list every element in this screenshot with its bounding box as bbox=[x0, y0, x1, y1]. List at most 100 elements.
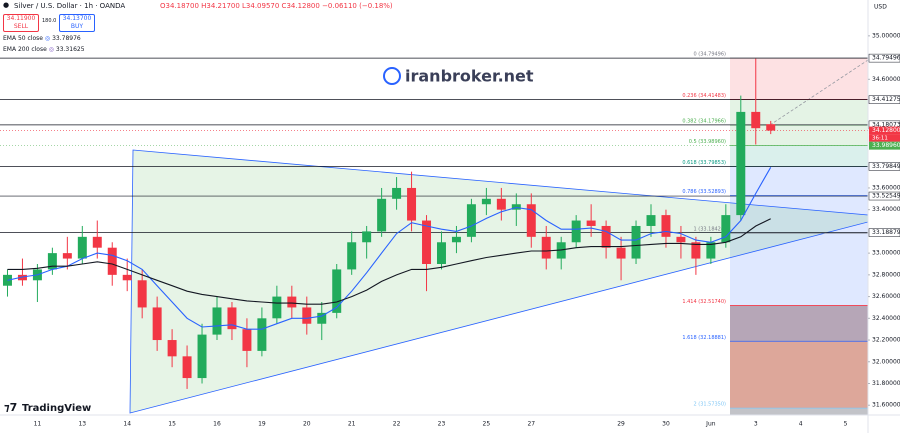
price-tag-label: 33.18879 bbox=[872, 229, 900, 236]
axes: 34.79496 34.41275 34.18073 33.79849 33.52549… bbox=[34, 32, 900, 428]
y-tick-label: 32.20000 bbox=[872, 337, 900, 344]
y-tick-label: 33.40000 bbox=[872, 206, 900, 213]
candle-body bbox=[407, 187, 417, 221]
legend-name: EMA 50 close bbox=[3, 35, 43, 42]
candle-body bbox=[601, 225, 611, 248]
candle-body bbox=[541, 236, 551, 259]
candle-body bbox=[47, 253, 57, 270]
candle-body bbox=[347, 242, 357, 270]
x-tick-label: 16 bbox=[213, 421, 221, 428]
price-tag bbox=[868, 162, 900, 171]
spread: 180.0 bbox=[42, 18, 57, 24]
ema200-legend: EMA 200 close ◎ 33.31625 bbox=[3, 46, 85, 53]
candle-body bbox=[227, 307, 237, 330]
x-tick-label: 3 bbox=[754, 421, 758, 428]
fib-zone bbox=[730, 99, 868, 125]
candle-body bbox=[766, 124, 776, 131]
y-tick-label: 35.00000 bbox=[872, 32, 900, 39]
x-tick-label: 4 bbox=[799, 421, 803, 428]
fib-label: 1.618 (32.18881) bbox=[682, 335, 726, 341]
legend-name: EMA 200 close bbox=[3, 46, 47, 53]
price-tag-label: 33.79849 bbox=[872, 163, 900, 170]
fib-zone bbox=[730, 124, 868, 146]
candle-body bbox=[122, 274, 132, 281]
candle-body bbox=[332, 269, 342, 313]
candle-body bbox=[2, 274, 12, 286]
price-tag-label: 33.52549 bbox=[872, 193, 900, 200]
candle-body bbox=[152, 307, 162, 341]
x-tick-label: 5 bbox=[844, 421, 848, 428]
candle-body bbox=[586, 220, 596, 226]
x-tick-label: 30 bbox=[662, 421, 670, 428]
sell-label: SELL bbox=[13, 23, 29, 30]
ema50-legend: EMA 50 close ◎ 33.78976 bbox=[3, 35, 81, 42]
candle-body bbox=[167, 340, 177, 357]
y-tick-label: 32.80000 bbox=[872, 271, 900, 278]
price-tag bbox=[868, 95, 900, 104]
x-tick-label: 13 bbox=[78, 421, 86, 428]
price-tag-label: 34.12800 bbox=[872, 127, 900, 134]
x-tick-label: 23 bbox=[438, 421, 446, 428]
x-tick-label: 25 bbox=[483, 421, 491, 428]
candle-body bbox=[287, 296, 297, 308]
fib-label: 1 (33.18424) bbox=[693, 227, 726, 233]
candle-body bbox=[571, 220, 581, 243]
candle-body bbox=[92, 236, 102, 248]
candle-body bbox=[466, 204, 476, 237]
fib-zone bbox=[730, 145, 868, 167]
price-tag bbox=[868, 228, 900, 237]
candle-body bbox=[706, 242, 716, 259]
candle-body bbox=[646, 215, 656, 226]
fib-zone bbox=[730, 195, 868, 234]
trend-line bbox=[769, 59, 869, 126]
fib-label: 0 (34.79496) bbox=[693, 52, 726, 58]
x-tick-label: 11 bbox=[34, 421, 42, 428]
candle-body bbox=[62, 253, 72, 259]
candle-body bbox=[631, 225, 641, 259]
price-tag-label: 34.18073 bbox=[872, 121, 900, 128]
fib-label: 0.382 (34.17966) bbox=[682, 118, 726, 124]
ema-line bbox=[7, 218, 771, 305]
candle-body bbox=[77, 236, 87, 259]
candle-body bbox=[362, 231, 372, 243]
candle-body bbox=[751, 111, 761, 129]
candle-body bbox=[736, 111, 746, 216]
fib-label: 0.5 (33.98960) bbox=[689, 139, 726, 145]
x-tick-label: 15 bbox=[168, 421, 176, 428]
candle-body bbox=[197, 334, 207, 379]
ema-line bbox=[7, 167, 772, 330]
symbol: Silver / U.S. Dollar · 1h · OANDA bbox=[14, 2, 126, 10]
x-tick-label: 19 bbox=[258, 421, 266, 428]
candles bbox=[2, 58, 776, 389]
candle-body bbox=[676, 236, 686, 243]
candle-body bbox=[107, 247, 117, 275]
candle-body bbox=[422, 220, 432, 264]
candle-body bbox=[526, 204, 536, 237]
fib-label: 2 (31.57350) bbox=[693, 402, 726, 408]
ohlc: O34.18700 H34.21700 L34.09570 C34.12800 … bbox=[160, 2, 393, 10]
candle-body bbox=[257, 318, 267, 351]
candle-body bbox=[212, 307, 222, 335]
sell-button[interactable]: 34.11900 SELL bbox=[3, 14, 39, 32]
candle-body bbox=[302, 307, 312, 324]
candle-body bbox=[436, 242, 446, 264]
candle-body bbox=[317, 312, 327, 324]
candle-body bbox=[377, 198, 387, 232]
logo-icon bbox=[383, 67, 401, 85]
legend-value: 33.78976 bbox=[52, 35, 81, 42]
candle-body bbox=[392, 187, 402, 199]
brand-icon: ⁊7 bbox=[4, 401, 17, 414]
countdown: 36:11 bbox=[872, 136, 888, 142]
candle-body bbox=[661, 215, 671, 237]
price-tag bbox=[869, 126, 900, 135]
candle-body bbox=[721, 215, 731, 243]
candle-body bbox=[691, 242, 701, 259]
fib-zone bbox=[730, 233, 868, 306]
buy-button[interactable]: 34.13700 BUY bbox=[59, 14, 95, 32]
y-tick-label: 33.00000 bbox=[872, 250, 900, 257]
countdown-tag bbox=[869, 134, 900, 142]
fib-zone bbox=[730, 166, 868, 196]
candle-body bbox=[451, 236, 461, 243]
candle-body bbox=[481, 198, 491, 205]
buy-label: BUY bbox=[70, 23, 84, 30]
